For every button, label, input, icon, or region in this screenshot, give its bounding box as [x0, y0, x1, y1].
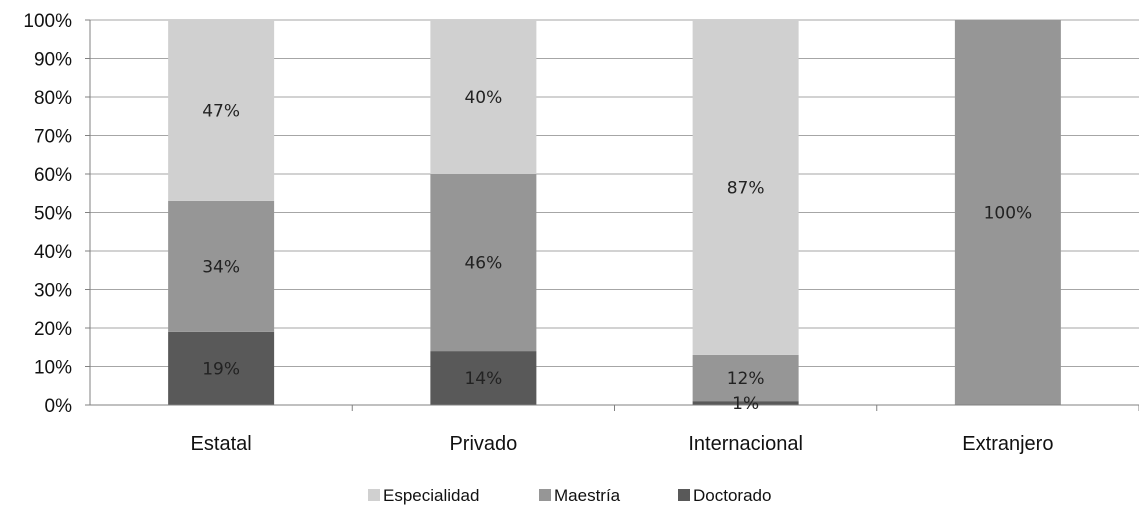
legend-swatch-doctorado: [678, 489, 690, 501]
bar-segment-doctorado: [168, 331, 275, 405]
y-tick-label: 60%: [34, 165, 72, 186]
bar-segment-doctorado: [430, 351, 537, 405]
legend-swatch-maestría: [539, 489, 551, 501]
y-tick-label: 10%: [34, 358, 72, 379]
y-tick-label: 50%: [34, 204, 72, 225]
data-label: 46%: [464, 254, 502, 274]
bar-segment-especialidad: [692, 20, 799, 355]
axes: 0% 10% 20% 30% 40% 50% 60% 70% 80% 90% 100% Estatal…: [23, 11, 1139, 455]
bars: [168, 20, 1061, 405]
data-label: 100%: [984, 204, 1033, 224]
legend-swatch-especialidad: [368, 489, 380, 501]
y-tick-label: 0%: [45, 396, 73, 417]
legend-label: Doctorado: [693, 486, 771, 505]
y-tick-label: 70%: [34, 127, 72, 148]
legend-label: Especialidad: [383, 486, 479, 505]
data-label: 87%: [727, 178, 765, 198]
data-label: 12%: [727, 369, 765, 389]
data-label: 14%: [464, 369, 502, 389]
bar-segment-doctorado: [692, 401, 799, 405]
y-tick-label: 100%: [23, 11, 72, 32]
x-tick-label: Extranjero: [962, 433, 1053, 455]
data-label: 40%: [464, 88, 502, 108]
bar-segment-especialidad: [430, 20, 537, 174]
data-label: 47%: [202, 101, 240, 121]
bar-segment-maestría: [692, 354, 799, 402]
x-tick-label: Privado: [449, 433, 517, 455]
data-label: 19%: [202, 359, 240, 379]
legend: Especialidad Maestría Doctorado: [368, 486, 771, 505]
data-labels: 19% 34% 47% 14% 46% 40% 1% 12% 87% 100%: [202, 88, 1032, 414]
y-tick-label: 30%: [34, 281, 72, 302]
y-tick-label: 20%: [34, 319, 72, 340]
data-label: 1%: [732, 394, 759, 414]
bar-segment-especialidad: [168, 20, 275, 201]
bar-segment-maestría: [954, 20, 1061, 405]
y-tick-label: 40%: [34, 242, 72, 263]
y-tick-label: 80%: [34, 88, 72, 109]
legend-label: Maestría: [554, 486, 621, 505]
bar-segment-maestría: [430, 174, 537, 352]
x-tick-label: Estatal: [191, 433, 252, 455]
bar-segment-maestría: [168, 200, 275, 332]
x-tick-label: Internacional: [688, 433, 803, 455]
data-label: 34%: [202, 257, 240, 277]
y-tick-label: 90%: [34, 50, 72, 71]
